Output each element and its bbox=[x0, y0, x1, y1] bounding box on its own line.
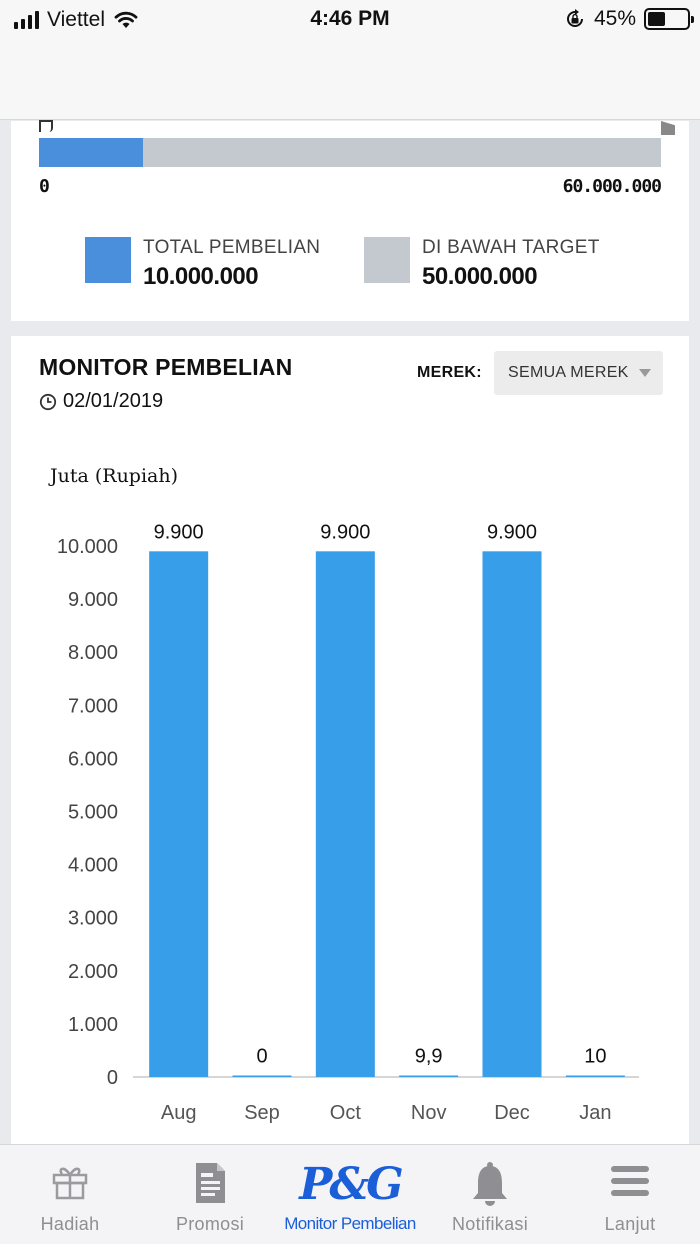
y-axis-title: Juta (Rupiah) bbox=[48, 465, 178, 487]
x-tick-label: Sep bbox=[244, 1102, 280, 1124]
legend-total-purchase: TOTAL PEMBELIAN 10.000.000 bbox=[85, 237, 320, 291]
data-label: 9,9 bbox=[415, 1046, 443, 1068]
brand-filter-value: SEMUA MEREK bbox=[508, 364, 629, 381]
progress-scale-min: 0 bbox=[39, 176, 50, 197]
tab-notifikasi[interactable]: Notifikasi bbox=[420, 1145, 560, 1244]
bar-nov bbox=[399, 1075, 459, 1077]
brand-filter-select[interactable]: SEMUA MEREK bbox=[494, 351, 663, 395]
start-flag-icon bbox=[39, 120, 53, 132]
orientation-lock-icon bbox=[566, 9, 583, 27]
y-tick-label: 6.000 bbox=[68, 748, 118, 770]
clock-icon bbox=[39, 393, 57, 410]
battery-level bbox=[648, 12, 666, 26]
legend-value-total: 10.000.000 bbox=[143, 263, 259, 290]
pg-logo-icon: P&G bbox=[299, 1159, 403, 1210]
tab-promosi[interactable]: Promosi bbox=[140, 1145, 280, 1244]
bar-aug bbox=[149, 551, 209, 1077]
monitor-date-text: 02/01/2019 bbox=[63, 390, 164, 412]
data-label: 9.900 bbox=[487, 521, 537, 543]
bar-oct bbox=[315, 551, 375, 1077]
end-flag-icon bbox=[661, 121, 675, 135]
status-left: Viettel bbox=[14, 8, 139, 32]
tab-hadiah[interactable]: Hadiah bbox=[0, 1145, 140, 1244]
bell-icon bbox=[473, 1162, 507, 1206]
menu-icon bbox=[611, 1166, 649, 1196]
y-tick-label: 8.000 bbox=[68, 642, 118, 664]
target-progress-fill bbox=[39, 138, 143, 167]
data-label: 0 bbox=[256, 1046, 267, 1068]
x-tick-label: Dec bbox=[494, 1102, 530, 1124]
chevron-down-icon bbox=[639, 369, 651, 377]
bar-dec bbox=[482, 551, 542, 1077]
tab-label-promosi: Promosi bbox=[175, 1214, 245, 1234]
status-bar: Viettel 4:46 PM 45% bbox=[0, 0, 700, 40]
bar-sep bbox=[232, 1075, 292, 1077]
tab-label-notifikasi: Notifikasi bbox=[451, 1214, 529, 1234]
y-tick-label: 2.000 bbox=[68, 961, 118, 983]
y-tick-label: 4.000 bbox=[68, 855, 118, 877]
brand-filter-label: MEREK: bbox=[417, 364, 482, 381]
tab-monitor-pembelian[interactable]: P&G Monitor Pembelian bbox=[280, 1145, 420, 1244]
y-tick-label: 10.000 bbox=[57, 536, 118, 558]
monitor-title: MONITOR PEMBELIAN bbox=[39, 354, 293, 380]
tab-bar: Hadiah Promosi P&G Monitor Pembelian Not… bbox=[0, 1144, 700, 1244]
legend-swatch-below bbox=[364, 237, 410, 283]
tab-label-lanjut: Lanjut bbox=[604, 1214, 656, 1234]
navigation-bar bbox=[0, 40, 700, 120]
legend-value-below: 50.000.000 bbox=[422, 263, 538, 290]
purchase-bar-chart: Juta (Rupiah) 0 1.000 2.000 3.000 4.000 5.000 6… bbox=[48, 465, 639, 1124]
clock-time: 4:46 PM bbox=[310, 7, 390, 30]
purchase-monitor-card: MONITOR PEMBELIAN 02/01/2019 MEREK: SEMU… bbox=[11, 336, 689, 1144]
gift-icon bbox=[52, 1167, 88, 1200]
battery-percent: 45% bbox=[593, 7, 636, 30]
x-tick-label: Aug bbox=[161, 1102, 197, 1124]
tab-label-hadiah: Hadiah bbox=[40, 1214, 100, 1234]
y-tick-label: 0 bbox=[107, 1067, 118, 1089]
legend-label-total: TOTAL PEMBELIAN bbox=[143, 237, 321, 258]
document-icon bbox=[196, 1163, 225, 1203]
wifi-icon bbox=[114, 11, 138, 28]
signal-icon bbox=[14, 11, 39, 29]
legend-label-below: DI BAWAH TARGET bbox=[422, 237, 600, 258]
x-tick-label: Oct bbox=[330, 1102, 362, 1124]
data-label: 9.900 bbox=[320, 521, 370, 543]
status-right: 45% bbox=[564, 7, 694, 31]
legend-swatch-total bbox=[85, 237, 131, 283]
data-label: 10 bbox=[584, 1046, 606, 1068]
progress-scale-max: 60.000.000 bbox=[562, 176, 662, 197]
y-tick-label: 7.000 bbox=[68, 695, 118, 717]
x-tick-label: Nov bbox=[411, 1102, 447, 1124]
tab-label-monitor: Monitor Pembelian bbox=[284, 1214, 416, 1233]
target-progress-bar bbox=[39, 138, 661, 167]
target-card: 0 60.000.000 TOTAL PEMBELIAN 10.000.000 … bbox=[11, 120, 689, 321]
bar-jan bbox=[565, 1075, 625, 1077]
y-tick-label: 9.000 bbox=[68, 589, 118, 611]
y-tick-label: 3.000 bbox=[68, 908, 118, 930]
legend-below-target: DI BAWAH TARGET 50.000.000 bbox=[364, 237, 600, 291]
carrier-name: Viettel bbox=[47, 8, 105, 31]
y-tick-label: 1.000 bbox=[68, 1014, 118, 1036]
x-tick-label: Jan bbox=[579, 1102, 611, 1124]
battery-icon bbox=[644, 8, 694, 30]
data-label: 9.900 bbox=[154, 521, 204, 543]
monitor-date: 02/01/2019 bbox=[39, 390, 163, 413]
y-tick-label: 5.000 bbox=[68, 802, 118, 824]
tab-lanjut[interactable]: Lanjut bbox=[560, 1145, 700, 1244]
